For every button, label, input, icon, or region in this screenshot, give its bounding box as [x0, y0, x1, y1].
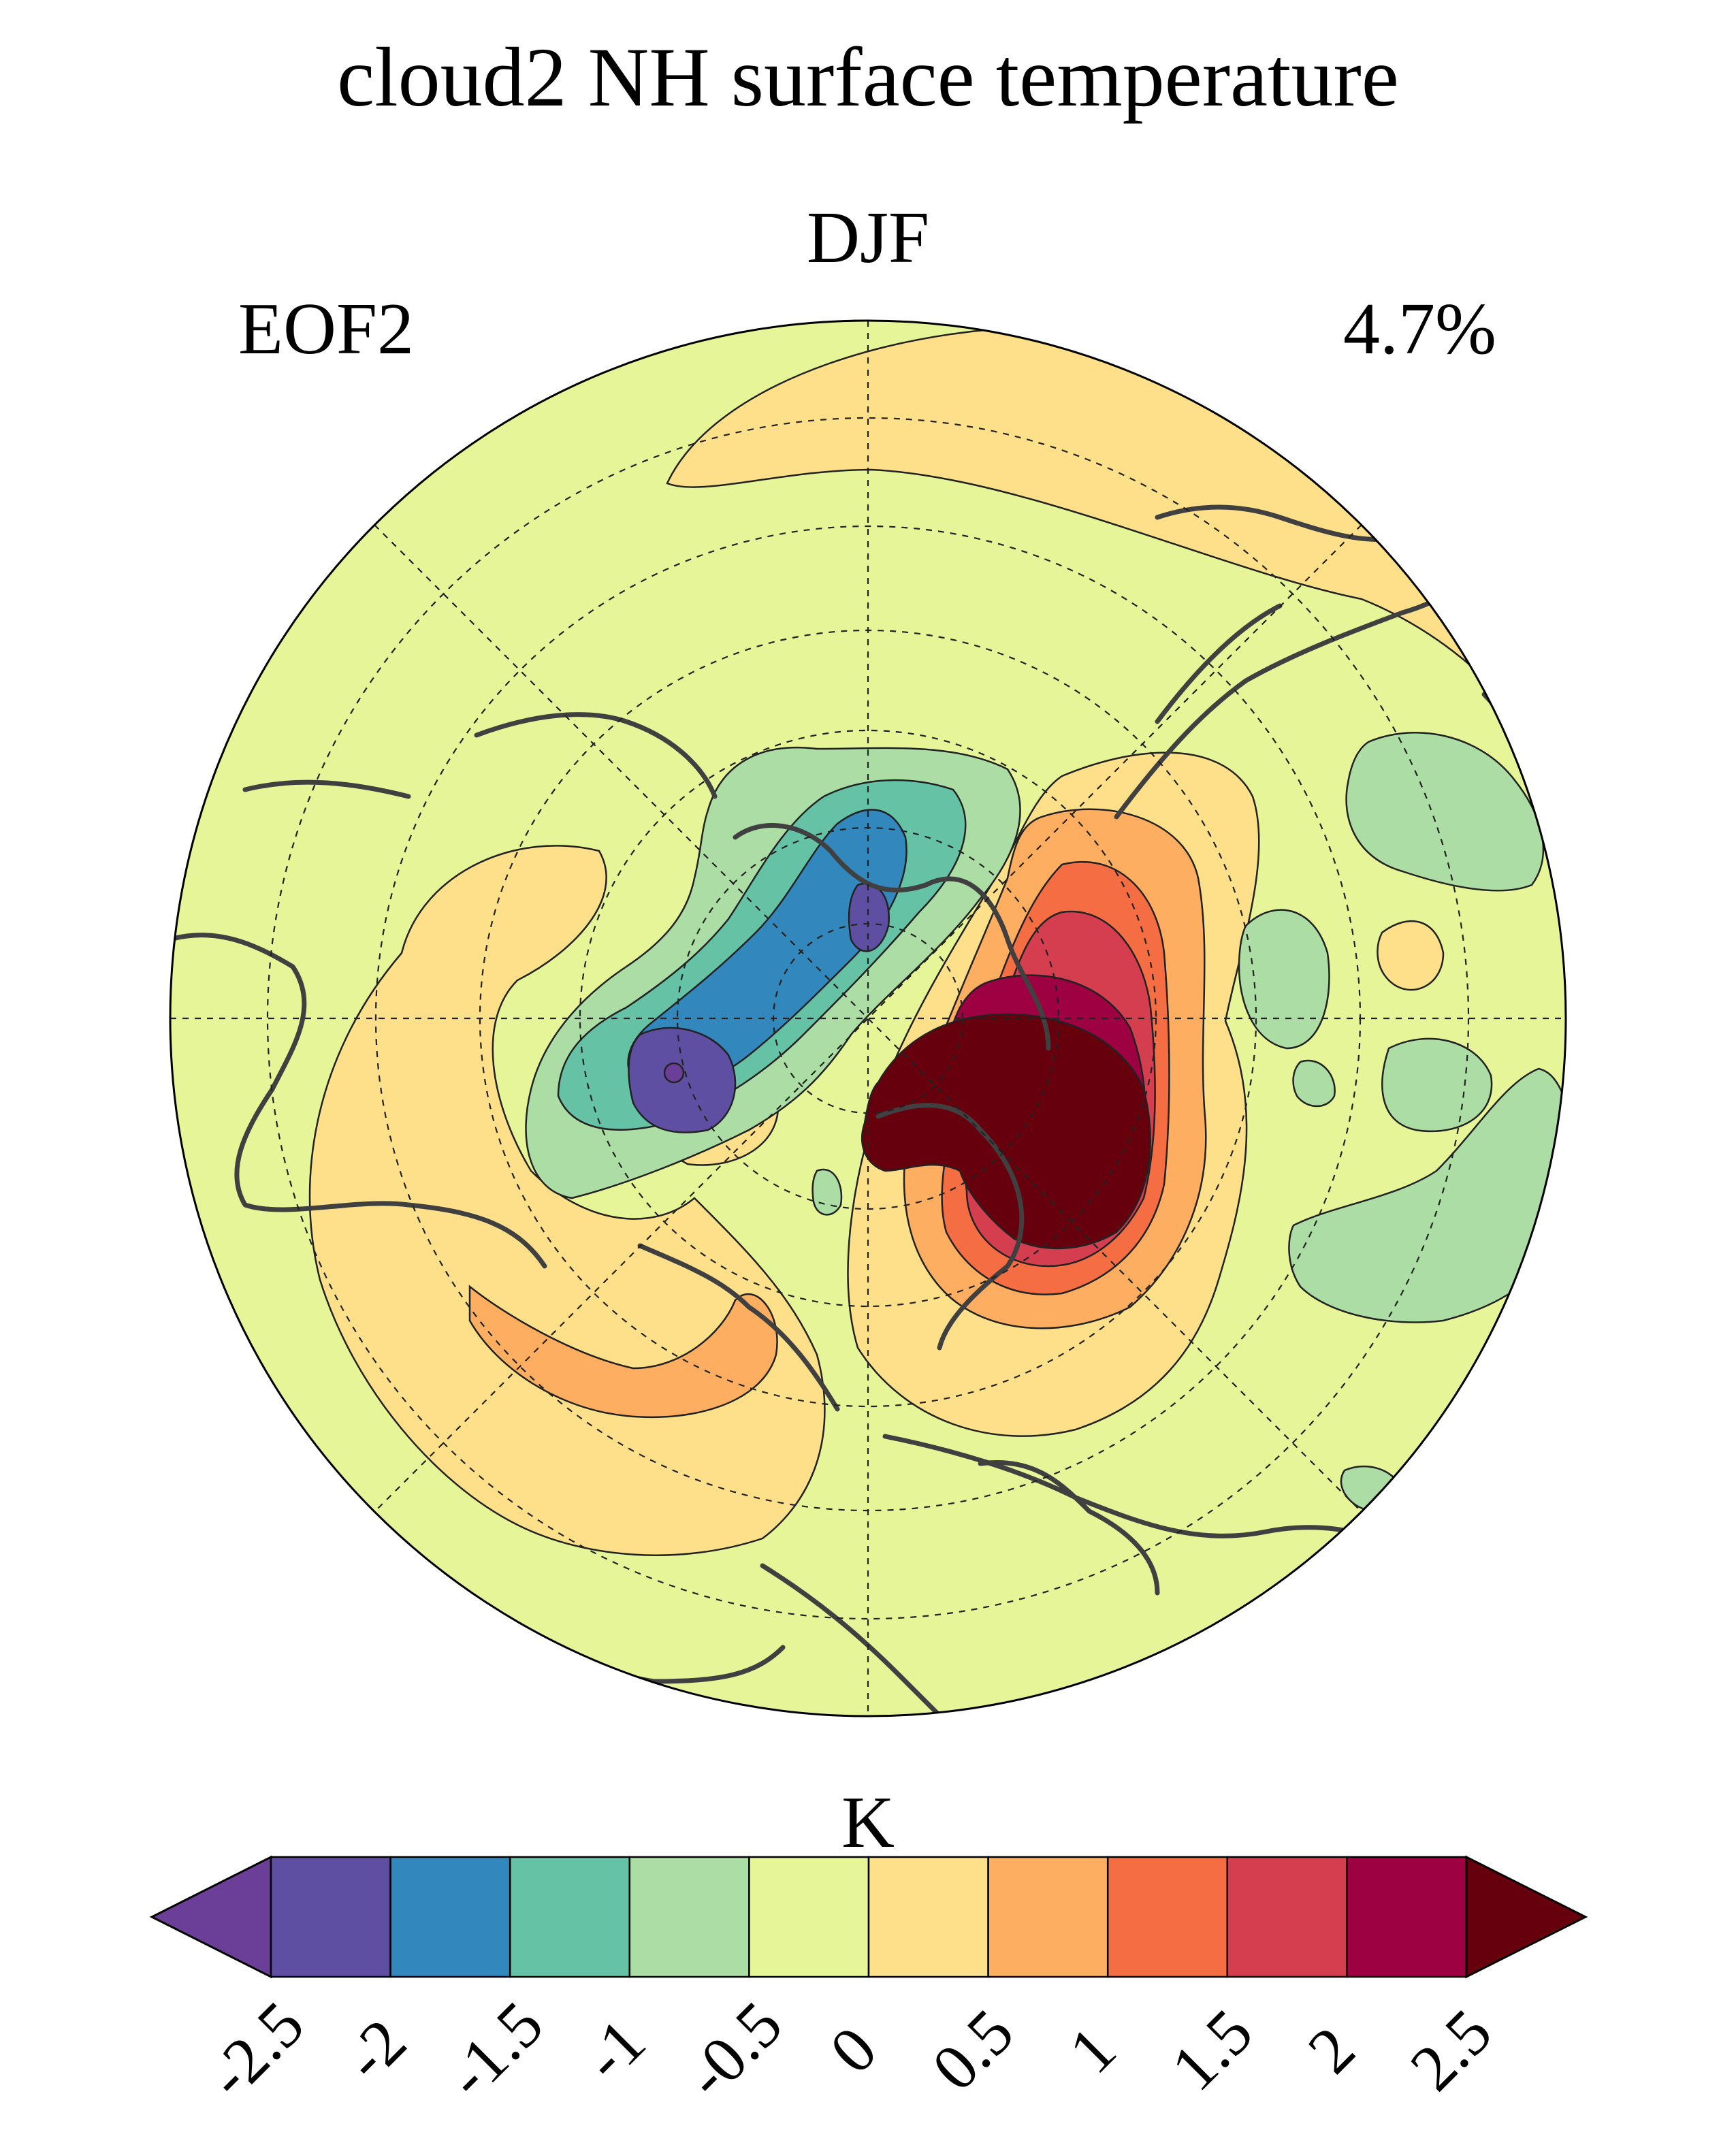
contour-region	[1292, 1059, 1336, 1108]
contour-region	[663, 1062, 685, 1084]
polar-map	[170, 321, 1566, 1716]
chart-title: cloud2 NH surface temperature	[337, 31, 1399, 124]
contour-region	[848, 882, 890, 952]
explained-variance-label: 4.7%	[1343, 289, 1496, 370]
contour-region	[628, 1027, 737, 1133]
colorbar-extend-max	[1465, 1855, 1588, 1979]
colorbar-tick-label: -0.5	[671, 1987, 796, 2112]
colorbar: -2.5 -2 -1.5 -1 -0.5 0 0.5 1 1.5 2 2.5	[149, 1855, 1588, 2112]
colorbar-segment	[867, 1856, 989, 1978]
colorbar-tick-label: 1	[1055, 2012, 1129, 2087]
contour-region	[1377, 920, 1445, 991]
contour-region	[861, 1013, 1151, 1250]
contour-region	[1288, 1067, 1566, 1323]
colorbar-segment	[748, 1856, 870, 1978]
colorbar-tick-label: 2.5	[1396, 1995, 1506, 2105]
eof-mode-label: EOF2	[238, 289, 415, 370]
colorbar-segment	[1346, 1856, 1468, 1978]
colorbar-tick-label: 1.5	[1157, 1995, 1267, 2105]
contour-region	[1345, 731, 1545, 892]
colorbar-tick-label: -2	[330, 2005, 420, 2095]
contour-region	[468, 1285, 778, 1419]
colorbar-segment	[628, 1856, 750, 1978]
colorbar-tick-label: -2.5	[193, 1987, 317, 2112]
colorbar-extend-min	[149, 1855, 272, 1979]
colorbar-segment	[270, 1856, 391, 1978]
colorbar-unit-label: K	[841, 1782, 895, 1863]
colorbar-tick-label: -1	[569, 2005, 659, 2095]
colorbar-segment	[1226, 1856, 1348, 1978]
colorbar-tick-label: 0.5	[918, 1995, 1027, 2105]
colorbar-segment	[1106, 1856, 1229, 1978]
colorbar-segment	[509, 1856, 631, 1978]
colorbar-tick-label: -1.5	[432, 1987, 557, 2112]
colorbar-tick-label: 0	[816, 2012, 890, 2087]
colorbar-segment	[389, 1856, 511, 1978]
season-label: DJF	[806, 197, 930, 278]
contour-region	[1238, 909, 1330, 1050]
map-boundary	[169, 319, 1567, 1717]
contour-region	[1381, 1037, 1493, 1133]
colorbar-segment	[987, 1856, 1109, 1978]
graticule	[170, 321, 1566, 1716]
colorbar-tick-label: 2	[1294, 2012, 1369, 2087]
